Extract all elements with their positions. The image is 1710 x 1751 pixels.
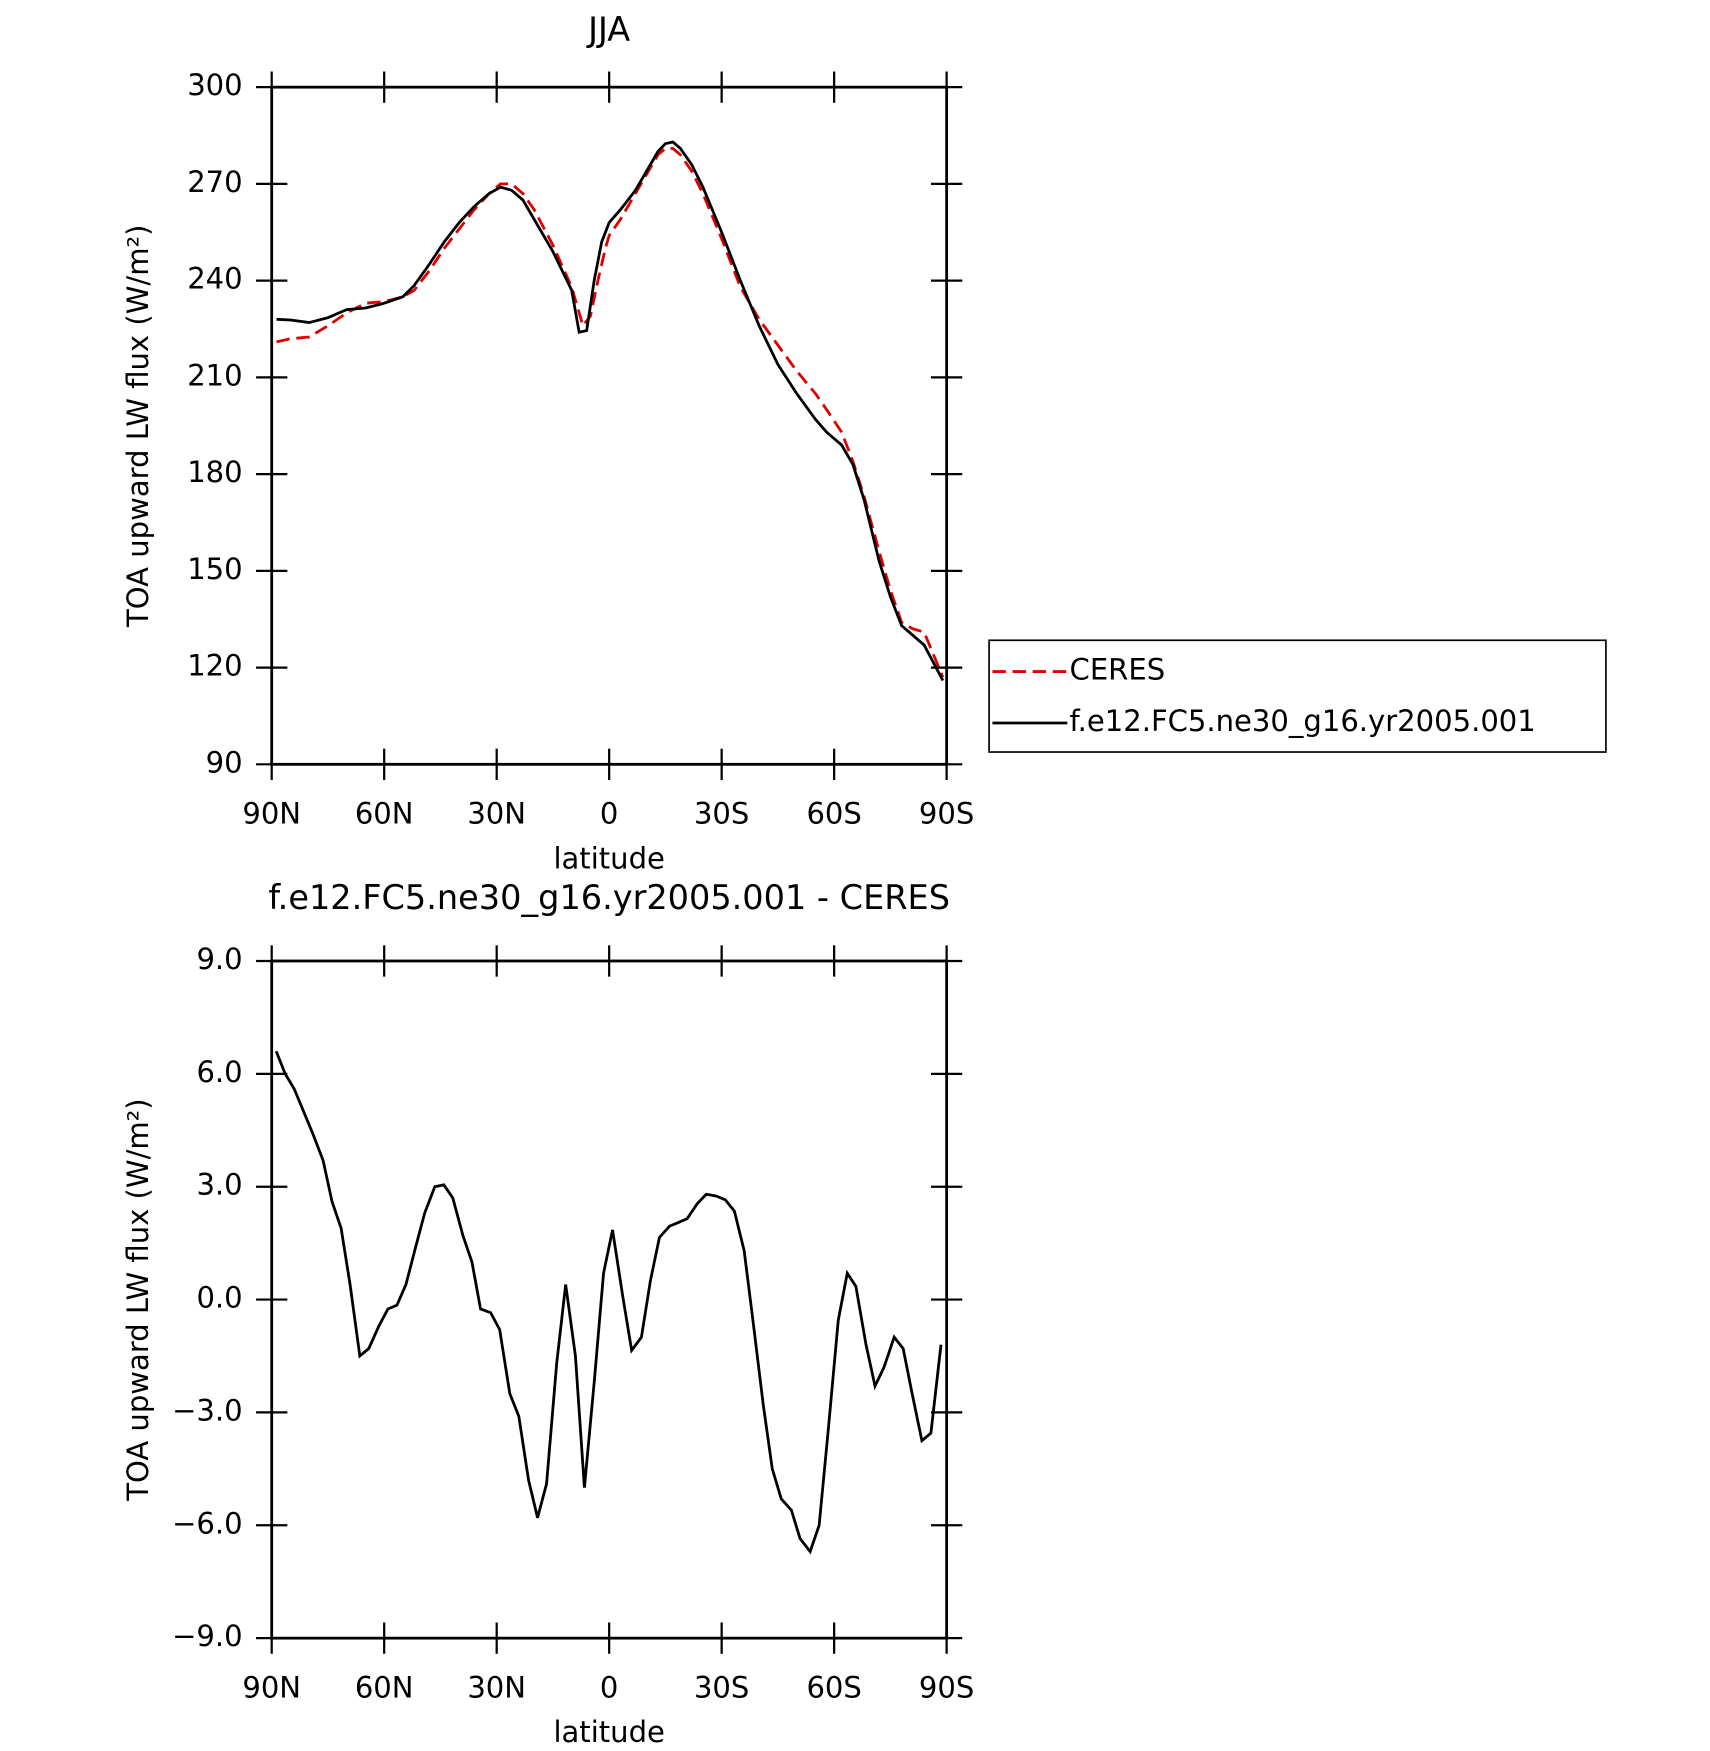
x-tick-label: 30S [694, 1671, 749, 1705]
x-tick-label: 0 [600, 797, 618, 831]
x-tick-label: 90N [242, 1671, 301, 1705]
y-tick-label: 180 [187, 455, 242, 489]
x-tick-label: 60N [355, 797, 414, 831]
x-tick-label: 60S [806, 797, 861, 831]
chart-title: f.e12.FC5.ne30_g16.yr2005.001 - CERES [268, 878, 950, 917]
y-tick-label: 150 [187, 552, 242, 586]
y-tick-label: −3.0 [172, 1393, 243, 1427]
y-tick-label: −9.0 [172, 1619, 243, 1653]
plot-frame [270, 959, 949, 1640]
legend-box [988, 639, 1607, 753]
y-tick-label: 6.0 [196, 1055, 242, 1089]
y-tick-label: 210 [187, 358, 242, 392]
x-tick-label: 60S [806, 1671, 861, 1705]
x-tick-label: 30N [467, 1671, 526, 1705]
legend-label: f.e12.FC5.ne30_g16.yr2005.001 [1070, 704, 1536, 738]
y-tick-label: 3.0 [196, 1168, 242, 1202]
series-line [276, 147, 945, 678]
y-axis-label: TOA upward LW flux (W/m²) [121, 225, 155, 628]
x-tick-label: 60N [355, 1671, 414, 1705]
x-tick-label: 90S [919, 1671, 974, 1705]
y-tick-label: 120 [187, 649, 242, 683]
y-tick-label: −6.0 [172, 1506, 243, 1540]
y-tick-label: 300 [187, 68, 242, 102]
x-tick-label: 30N [467, 797, 526, 831]
y-tick-label: 240 [187, 262, 242, 296]
x-tick-label: 30S [694, 797, 749, 831]
chart-title: JJA [586, 10, 630, 49]
y-tick-label: 90 [206, 745, 243, 779]
x-axis-label: latitude [553, 841, 664, 875]
x-tick-label: 0 [600, 1671, 618, 1705]
x-tick-label: 90N [242, 797, 301, 831]
y-tick-label: 270 [187, 165, 242, 199]
x-tick-label: 90S [919, 797, 974, 831]
x-axis-label: latitude [553, 1715, 664, 1749]
y-tick-label: 9.0 [196, 942, 242, 976]
series-line [274, 1050, 943, 1555]
y-axis-label: TOA upward LW flux (W/m²) [121, 1098, 155, 1501]
plot-frame [270, 85, 949, 766]
y-tick-label: 0.0 [196, 1281, 242, 1315]
legend-label: CERES [1070, 653, 1166, 687]
series-line [276, 140, 945, 682]
